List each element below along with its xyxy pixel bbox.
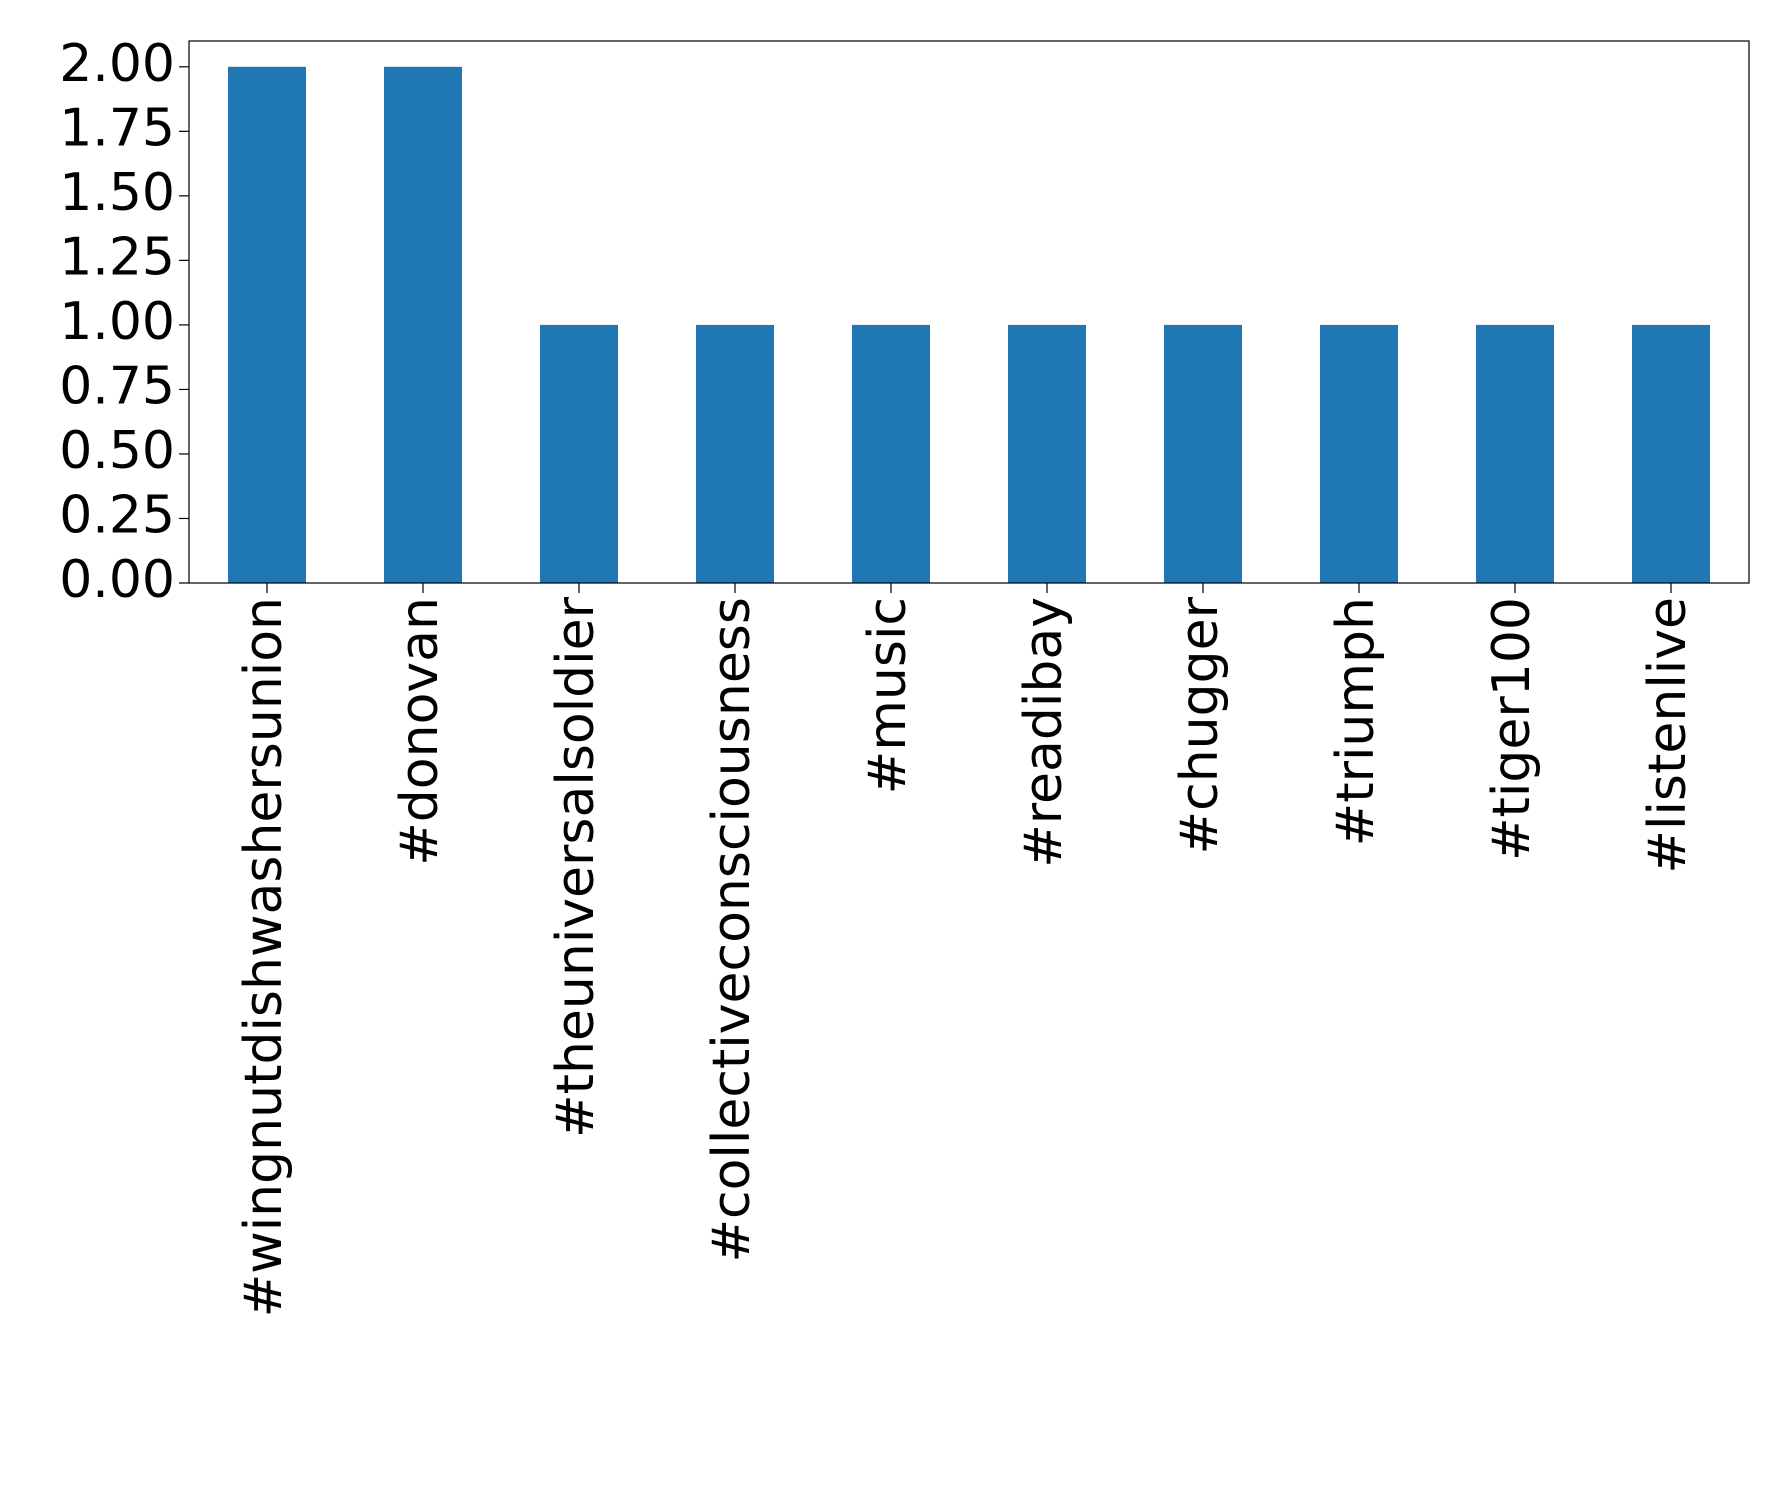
y-tick-label: 1.75 [59,98,175,158]
bar [1476,324,1554,583]
y-tick-label: 0.50 [59,421,175,481]
bar [696,324,774,583]
x-tick-label: #theuniversalsoldier [546,596,606,1138]
y-tick-label: 1.50 [59,163,175,223]
bar [384,66,462,584]
x-tick-label: #tiger100 [1482,597,1542,861]
y-tick-label: 2.00 [59,34,175,94]
bar [1632,324,1710,583]
x-tick-label: #collectiveconsciousness [702,597,762,1263]
x-tick-label: #listenlive [1638,597,1698,874]
x-tick-label: #donovan [390,597,450,866]
y-tick-label: 0.75 [59,356,175,416]
plot-frame [188,40,1750,584]
bar [1008,324,1086,583]
bar [540,324,618,583]
bar [1320,324,1398,583]
y-tick-label: 0.00 [59,550,175,610]
bar [1164,324,1242,583]
bar [228,66,306,584]
x-tick-label: #wingnutdishwashersunion [234,597,294,1317]
y-tick-label: 1.25 [59,227,175,287]
y-tick-label: 1.00 [59,292,175,352]
x-tick-label: #chugger [1170,596,1230,854]
bar [852,324,930,583]
x-tick-label: #triumph [1326,597,1386,846]
x-tick-label: #readibay [1014,597,1074,868]
y-tick-label: 0.25 [59,485,175,545]
x-tick-label: #music [858,597,918,794]
